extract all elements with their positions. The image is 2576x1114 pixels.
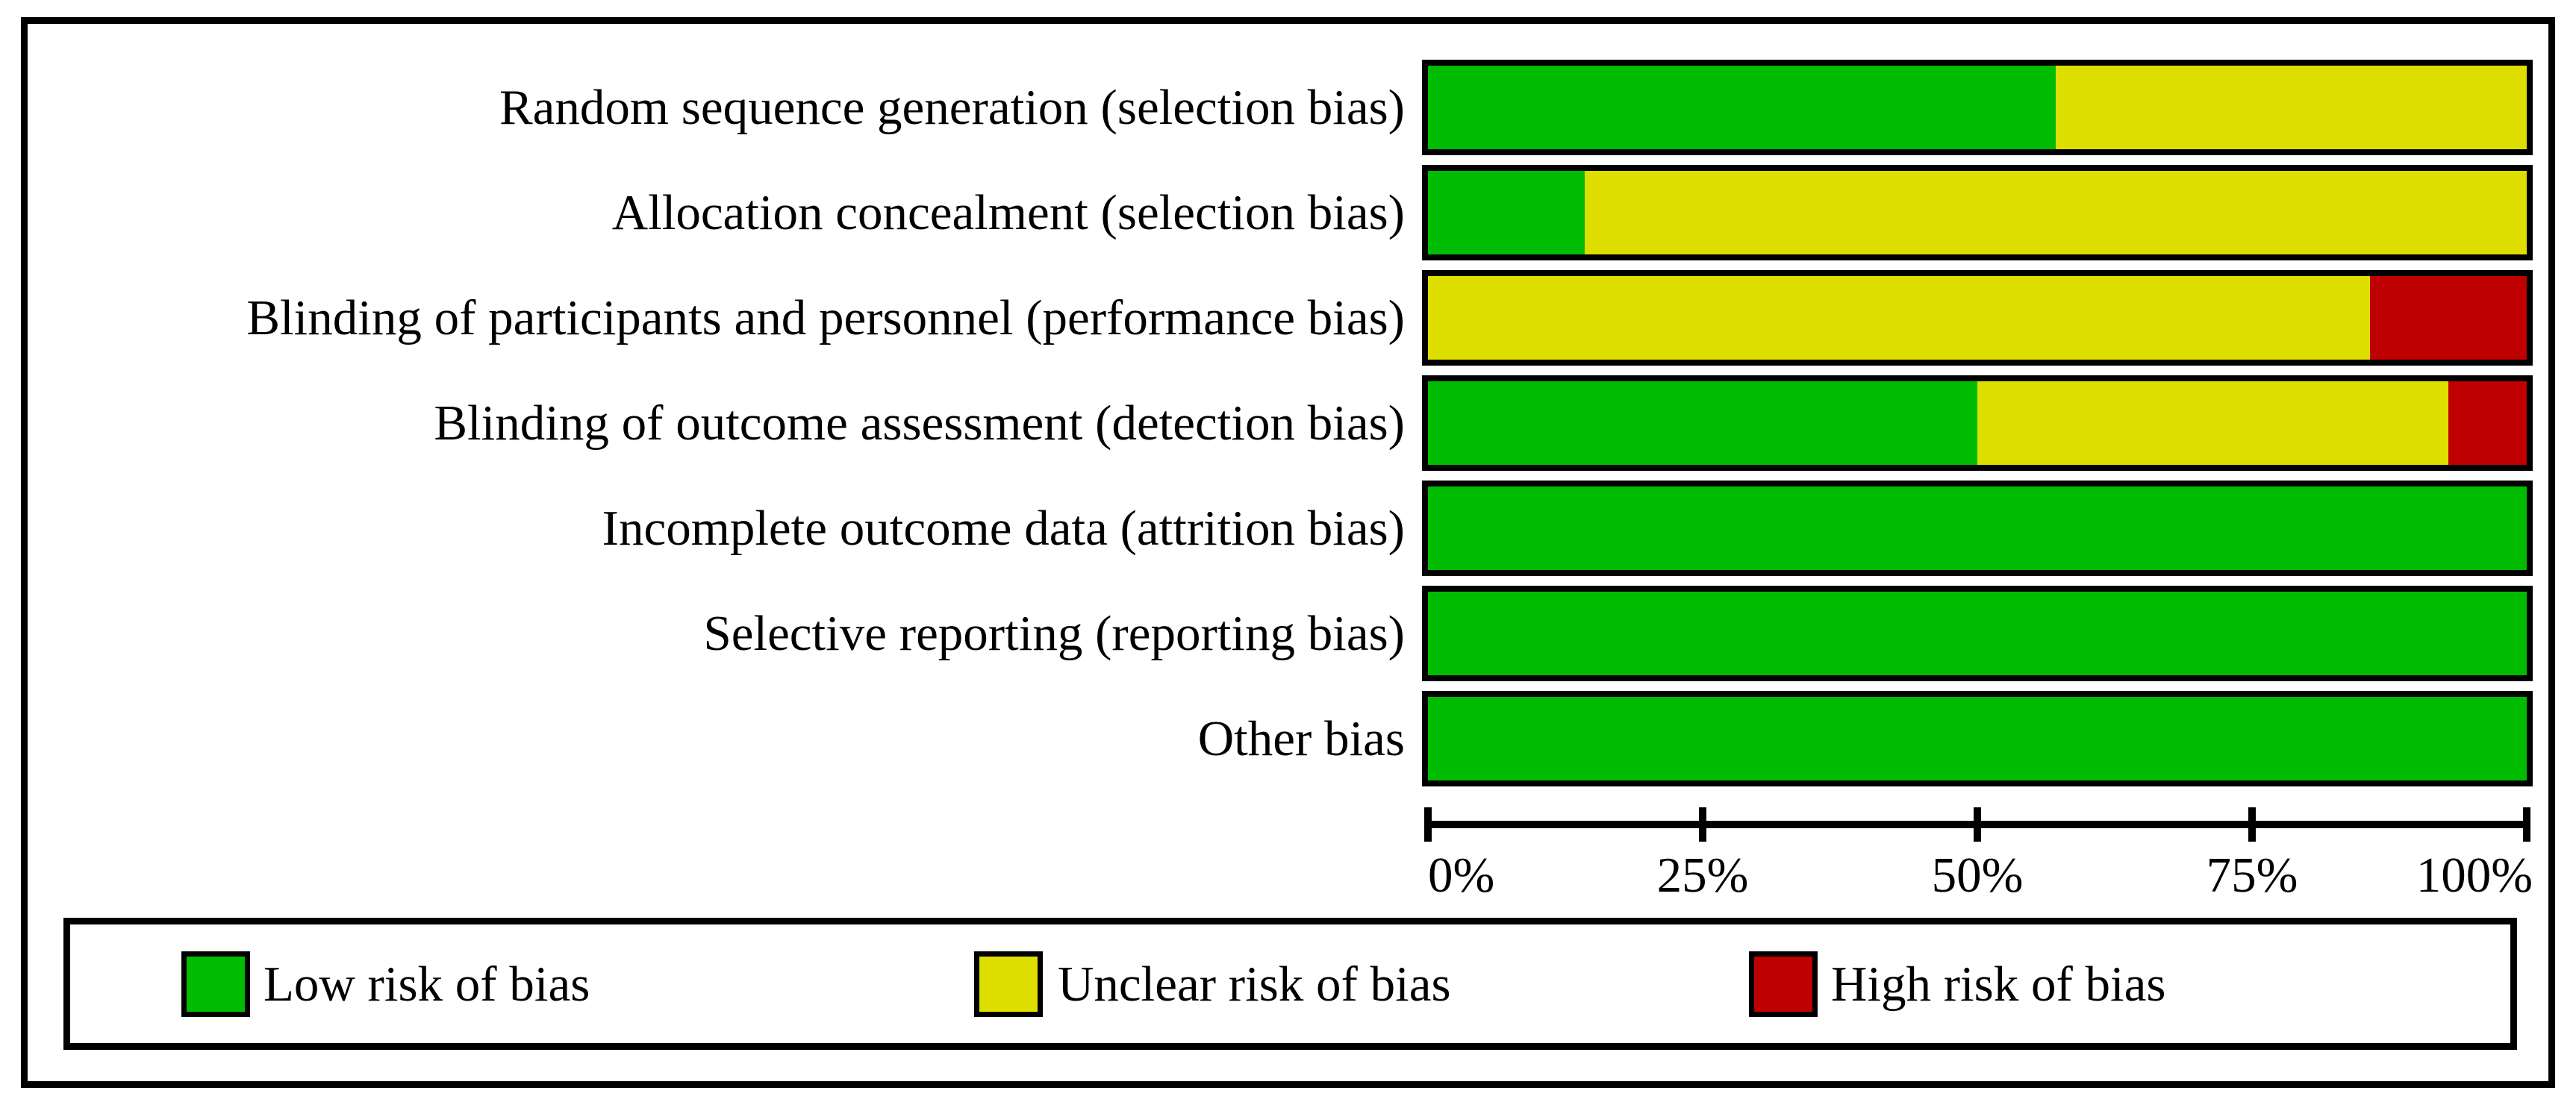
bar-row <box>1422 586 2533 681</box>
bar-row <box>1422 375 2533 471</box>
legend-label-high: High risk of bias <box>1831 956 2166 1012</box>
axis-tick-label: 0% <box>1428 848 1495 903</box>
legend-swatch-low <box>181 951 250 1017</box>
axis-tick <box>1699 807 1706 842</box>
axis-tick-label: 100% <box>2416 848 2533 903</box>
bar-segment-low <box>1428 486 2527 570</box>
bar-segment-high <box>2448 381 2527 465</box>
category-label: Selective reporting (reporting bias) <box>703 605 1405 661</box>
axis-tick <box>2248 807 2256 842</box>
bar-segment-low <box>1428 697 2527 780</box>
bar-row <box>1422 270 2533 366</box>
category-label: Incomplete outcome data (attrition bias) <box>602 500 1405 556</box>
axis-tick <box>1974 807 1981 842</box>
legend-label-low: Low risk of bias <box>263 956 590 1012</box>
bar-segment-high <box>2369 276 2527 360</box>
bar-segment-low <box>1428 66 2056 149</box>
axis-tick-label: 75% <box>2206 848 2298 903</box>
legend-swatch-unclear <box>974 951 1043 1017</box>
axis-tick-label: 50% <box>1931 848 2024 903</box>
legend-label-unclear: Unclear risk of bias <box>1058 956 1451 1012</box>
bar-segment-low <box>1428 171 1585 254</box>
bar-row <box>1422 691 2533 786</box>
bar-segment-unclear <box>2055 66 2527 149</box>
bar-segment-low <box>1428 592 2527 675</box>
bar-row <box>1422 165 2533 260</box>
category-label: Blinding of outcome assessment (detectio… <box>434 395 1405 451</box>
category-label: Blinding of participants and personnel (… <box>246 290 1405 345</box>
bar-segment-unclear <box>1977 381 2449 465</box>
bar-row <box>1422 481 2533 576</box>
category-label: Random sequence generation (selection bi… <box>499 79 1405 135</box>
category-label: Other bias <box>1197 710 1405 766</box>
axis-tick <box>1424 807 1432 842</box>
axis-tick <box>2523 807 2530 842</box>
axis-tick-label: 25% <box>1656 848 1749 903</box>
bar-row <box>1422 60 2533 155</box>
category-label: Allocation concealment (selection bias) <box>611 184 1405 240</box>
legend-swatch-high <box>1749 951 1818 1017</box>
bar-segment-low <box>1428 381 1977 465</box>
legend-box <box>63 918 2517 1050</box>
bar-segment-unclear <box>1428 276 2370 360</box>
bar-segment-unclear <box>1585 171 2527 254</box>
